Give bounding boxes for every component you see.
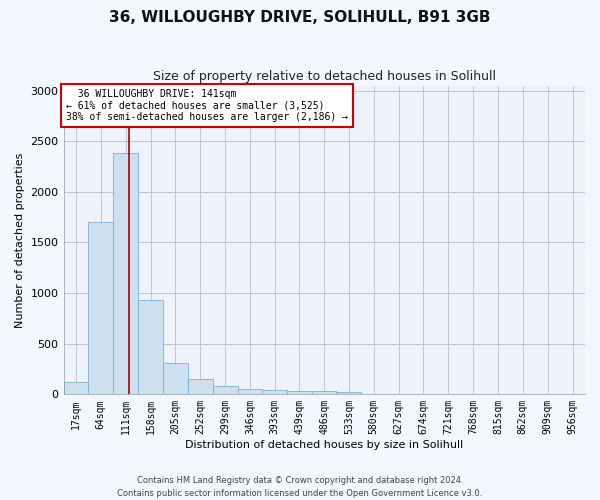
Bar: [163, 364, 188, 394]
Text: 36, WILLOUGHBY DRIVE, SOLIHULL, B91 3GB: 36, WILLOUGHBY DRIVE, SOLIHULL, B91 3GB: [109, 10, 491, 25]
Y-axis label: Number of detached properties: Number of detached properties: [15, 152, 25, 328]
Bar: [238, 389, 262, 394]
Bar: [337, 392, 361, 394]
Bar: [188, 378, 212, 394]
Bar: [138, 300, 163, 394]
Title: Size of property relative to detached houses in Solihull: Size of property relative to detached ho…: [153, 70, 496, 83]
Bar: [287, 392, 311, 394]
Bar: [64, 382, 88, 394]
Text: Contains HM Land Registry data © Crown copyright and database right 2024.
Contai: Contains HM Land Registry data © Crown c…: [118, 476, 482, 498]
Text: 36 WILLOUGHBY DRIVE: 141sqm  
← 61% of detached houses are smaller (3,525)
38% o: 36 WILLOUGHBY DRIVE: 141sqm ← 61% of det…: [66, 88, 348, 122]
Bar: [88, 222, 113, 394]
Bar: [311, 392, 337, 394]
Bar: [113, 154, 138, 394]
Bar: [262, 390, 287, 394]
Bar: [212, 386, 238, 394]
X-axis label: Distribution of detached houses by size in Solihull: Distribution of detached houses by size …: [185, 440, 463, 450]
